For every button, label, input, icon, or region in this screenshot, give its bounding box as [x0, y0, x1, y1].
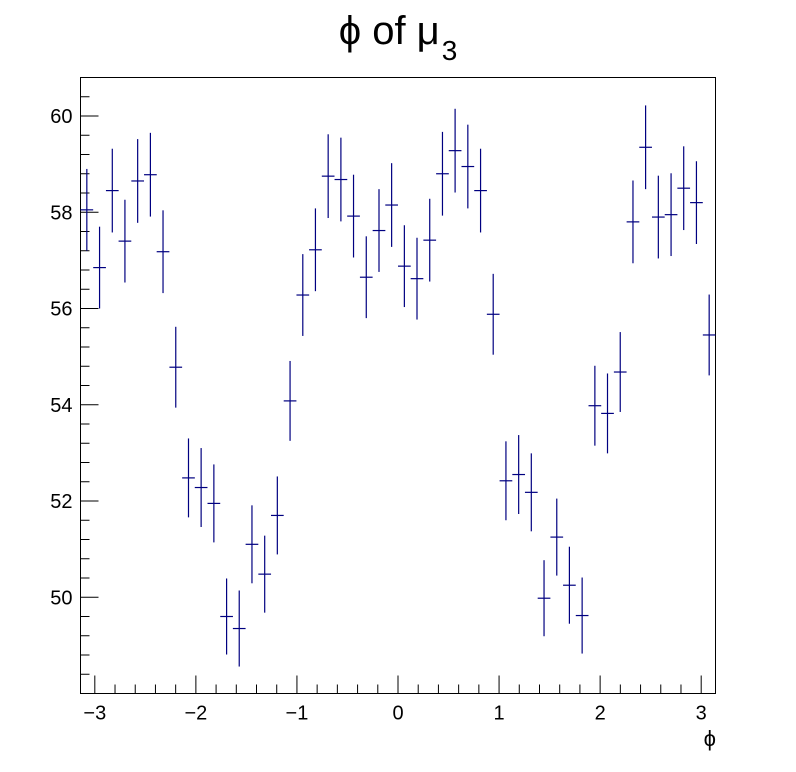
- data-point: [499, 441, 513, 521]
- data-point: [270, 476, 284, 555]
- data-point: [347, 174, 360, 258]
- data-point: [283, 360, 297, 441]
- x-axis: −3 −2 −1 0 1 2 3: [83, 675, 707, 725]
- data-point: [144, 132, 157, 217]
- data-point: [207, 464, 221, 543]
- data-point: [232, 590, 246, 667]
- data-points: [80, 105, 716, 667]
- y-tick-label: 52: [50, 491, 72, 513]
- data-point: [664, 173, 678, 257]
- data-point: [601, 373, 614, 454]
- data-point: [156, 210, 170, 294]
- data-point: [436, 131, 449, 216]
- data-point: [93, 226, 106, 309]
- data-point: [626, 180, 640, 264]
- data-point: [309, 208, 322, 292]
- data-point: [613, 332, 627, 412]
- y-tick-label: 56: [50, 299, 72, 321]
- data-point: [550, 498, 564, 576]
- data-point: [169, 326, 183, 408]
- data-point: [359, 236, 373, 319]
- y-tick-label: 54: [50, 395, 72, 417]
- data-point: [563, 546, 576, 624]
- chart-title-main: ϕ of μ: [339, 9, 440, 53]
- chart-title: ϕ of μ3: [339, 9, 458, 66]
- data-point: [474, 148, 487, 233]
- data-point: [537, 560, 551, 637]
- data-point: [245, 505, 259, 584]
- data-point: [80, 168, 94, 251]
- data-point: [258, 535, 272, 613]
- x-tick-label: −1: [286, 703, 309, 725]
- x-tick-label: 3: [696, 703, 707, 725]
- data-point: [321, 134, 335, 219]
- data-point: [131, 139, 145, 223]
- x-axis-label: ϕ: [704, 726, 716, 751]
- data-point: [410, 237, 424, 320]
- chart-title-subscript: 3: [442, 35, 458, 66]
- data-point: [105, 148, 119, 233]
- x-tick-label: 2: [595, 703, 606, 725]
- data-point: [423, 198, 437, 282]
- data-point: [372, 189, 386, 272]
- data-point: [702, 294, 716, 376]
- data-point: [398, 225, 411, 308]
- data-point: [118, 199, 132, 283]
- data-point: [461, 124, 475, 209]
- y-axis: 50 52 54 56 58 60: [50, 77, 99, 675]
- data-point: [448, 108, 462, 193]
- data-point: [182, 438, 195, 518]
- data-point: [651, 175, 665, 259]
- data-point: [639, 105, 652, 190]
- data-point: [220, 578, 233, 655]
- data-point: [677, 146, 691, 231]
- data-point: [194, 448, 208, 527]
- y-tick-label: 58: [50, 202, 72, 224]
- x-tick-label: 1: [494, 703, 505, 725]
- x-tick-label: 0: [392, 703, 403, 725]
- x-tick-label: −2: [184, 703, 207, 725]
- data-point: [588, 365, 602, 446]
- x-tick-label: −3: [83, 703, 106, 725]
- data-point: [512, 435, 526, 514]
- data-point: [334, 137, 348, 222]
- data-point: [296, 254, 310, 336]
- data-point: [524, 453, 538, 532]
- data-point: [385, 163, 398, 247]
- y-tick-label: 50: [50, 587, 72, 609]
- y-tick-label: 60: [50, 106, 72, 128]
- data-point: [690, 161, 703, 245]
- data-point: [575, 577, 589, 654]
- data-point: [486, 273, 500, 355]
